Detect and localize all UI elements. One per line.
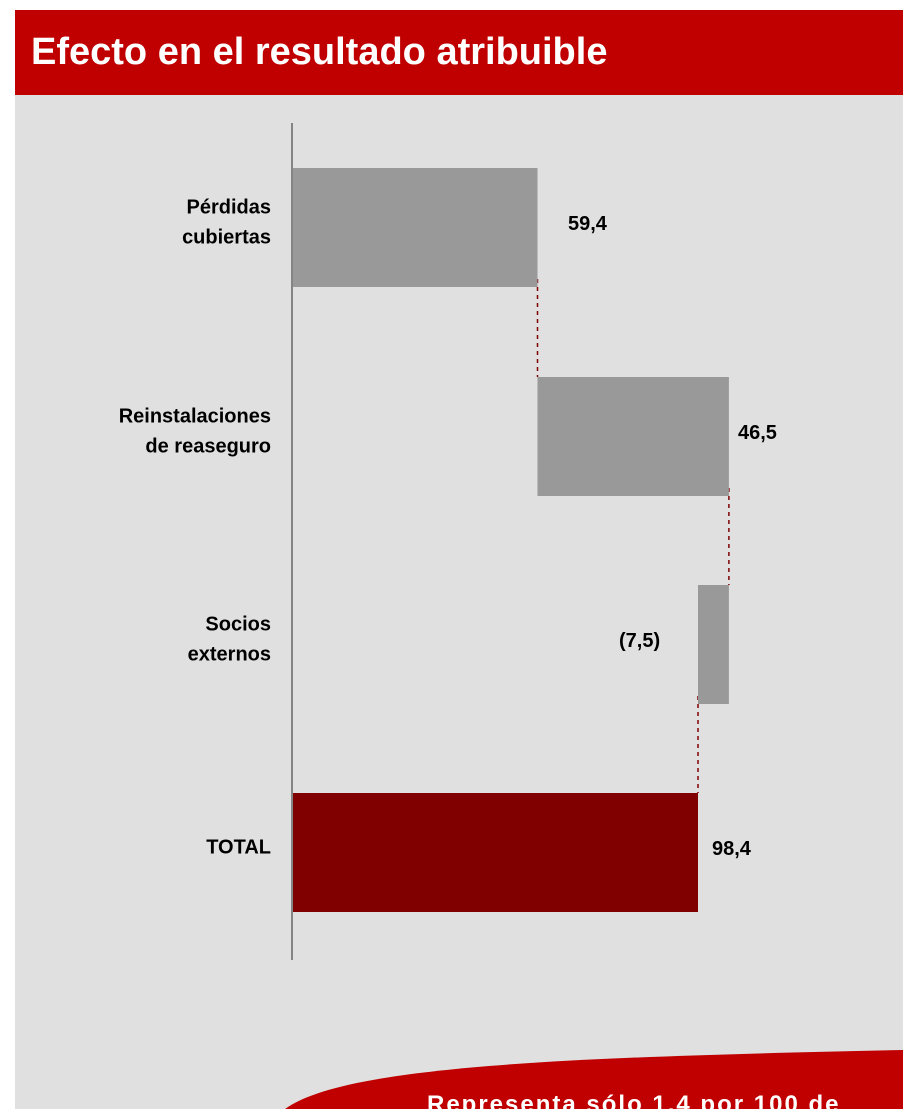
category-label-group: Pérdidas cubiertas Reinstalaciones de rease… [119,197,271,859]
value-label: (7,5) [619,630,660,652]
bar-1 [537,377,729,496]
bar-2 [698,585,729,704]
category-label: Reinstalaciones [119,406,271,428]
waterfall-chart: 59,4 46,5 (7,5) 98,4 Pérdidas cubiertas Reins… [119,123,777,960]
bar-0 [293,168,538,287]
connector-lines [536,279,730,793]
value-label: 46,5 [738,422,777,444]
page-title: Efecto en el resultado atribuible [31,31,608,73]
value-label: 59,4 [568,213,608,235]
slide: Efecto en el resultado atribuible 59,4 46… [15,10,903,1109]
footer-banner-shape [285,1050,903,1109]
value-label: 98,4 [712,838,752,860]
title-bar: Efecto en el resultado atribuible [15,10,903,95]
category-label: de reaseguro [145,436,271,458]
bar-group [293,168,729,912]
bar-total [293,793,698,912]
category-label: Pérdidas [187,197,271,219]
value-label-group: 59,4 46,5 (7,5) 98,4 [568,213,777,860]
category-label: externos [188,644,271,666]
footer-banner-text: Representa sólo 1,4 por 100 de [427,1091,841,1109]
category-label: Socios [205,614,271,636]
category-label: cubiertas [182,227,271,249]
category-label: TOTAL [206,837,271,859]
